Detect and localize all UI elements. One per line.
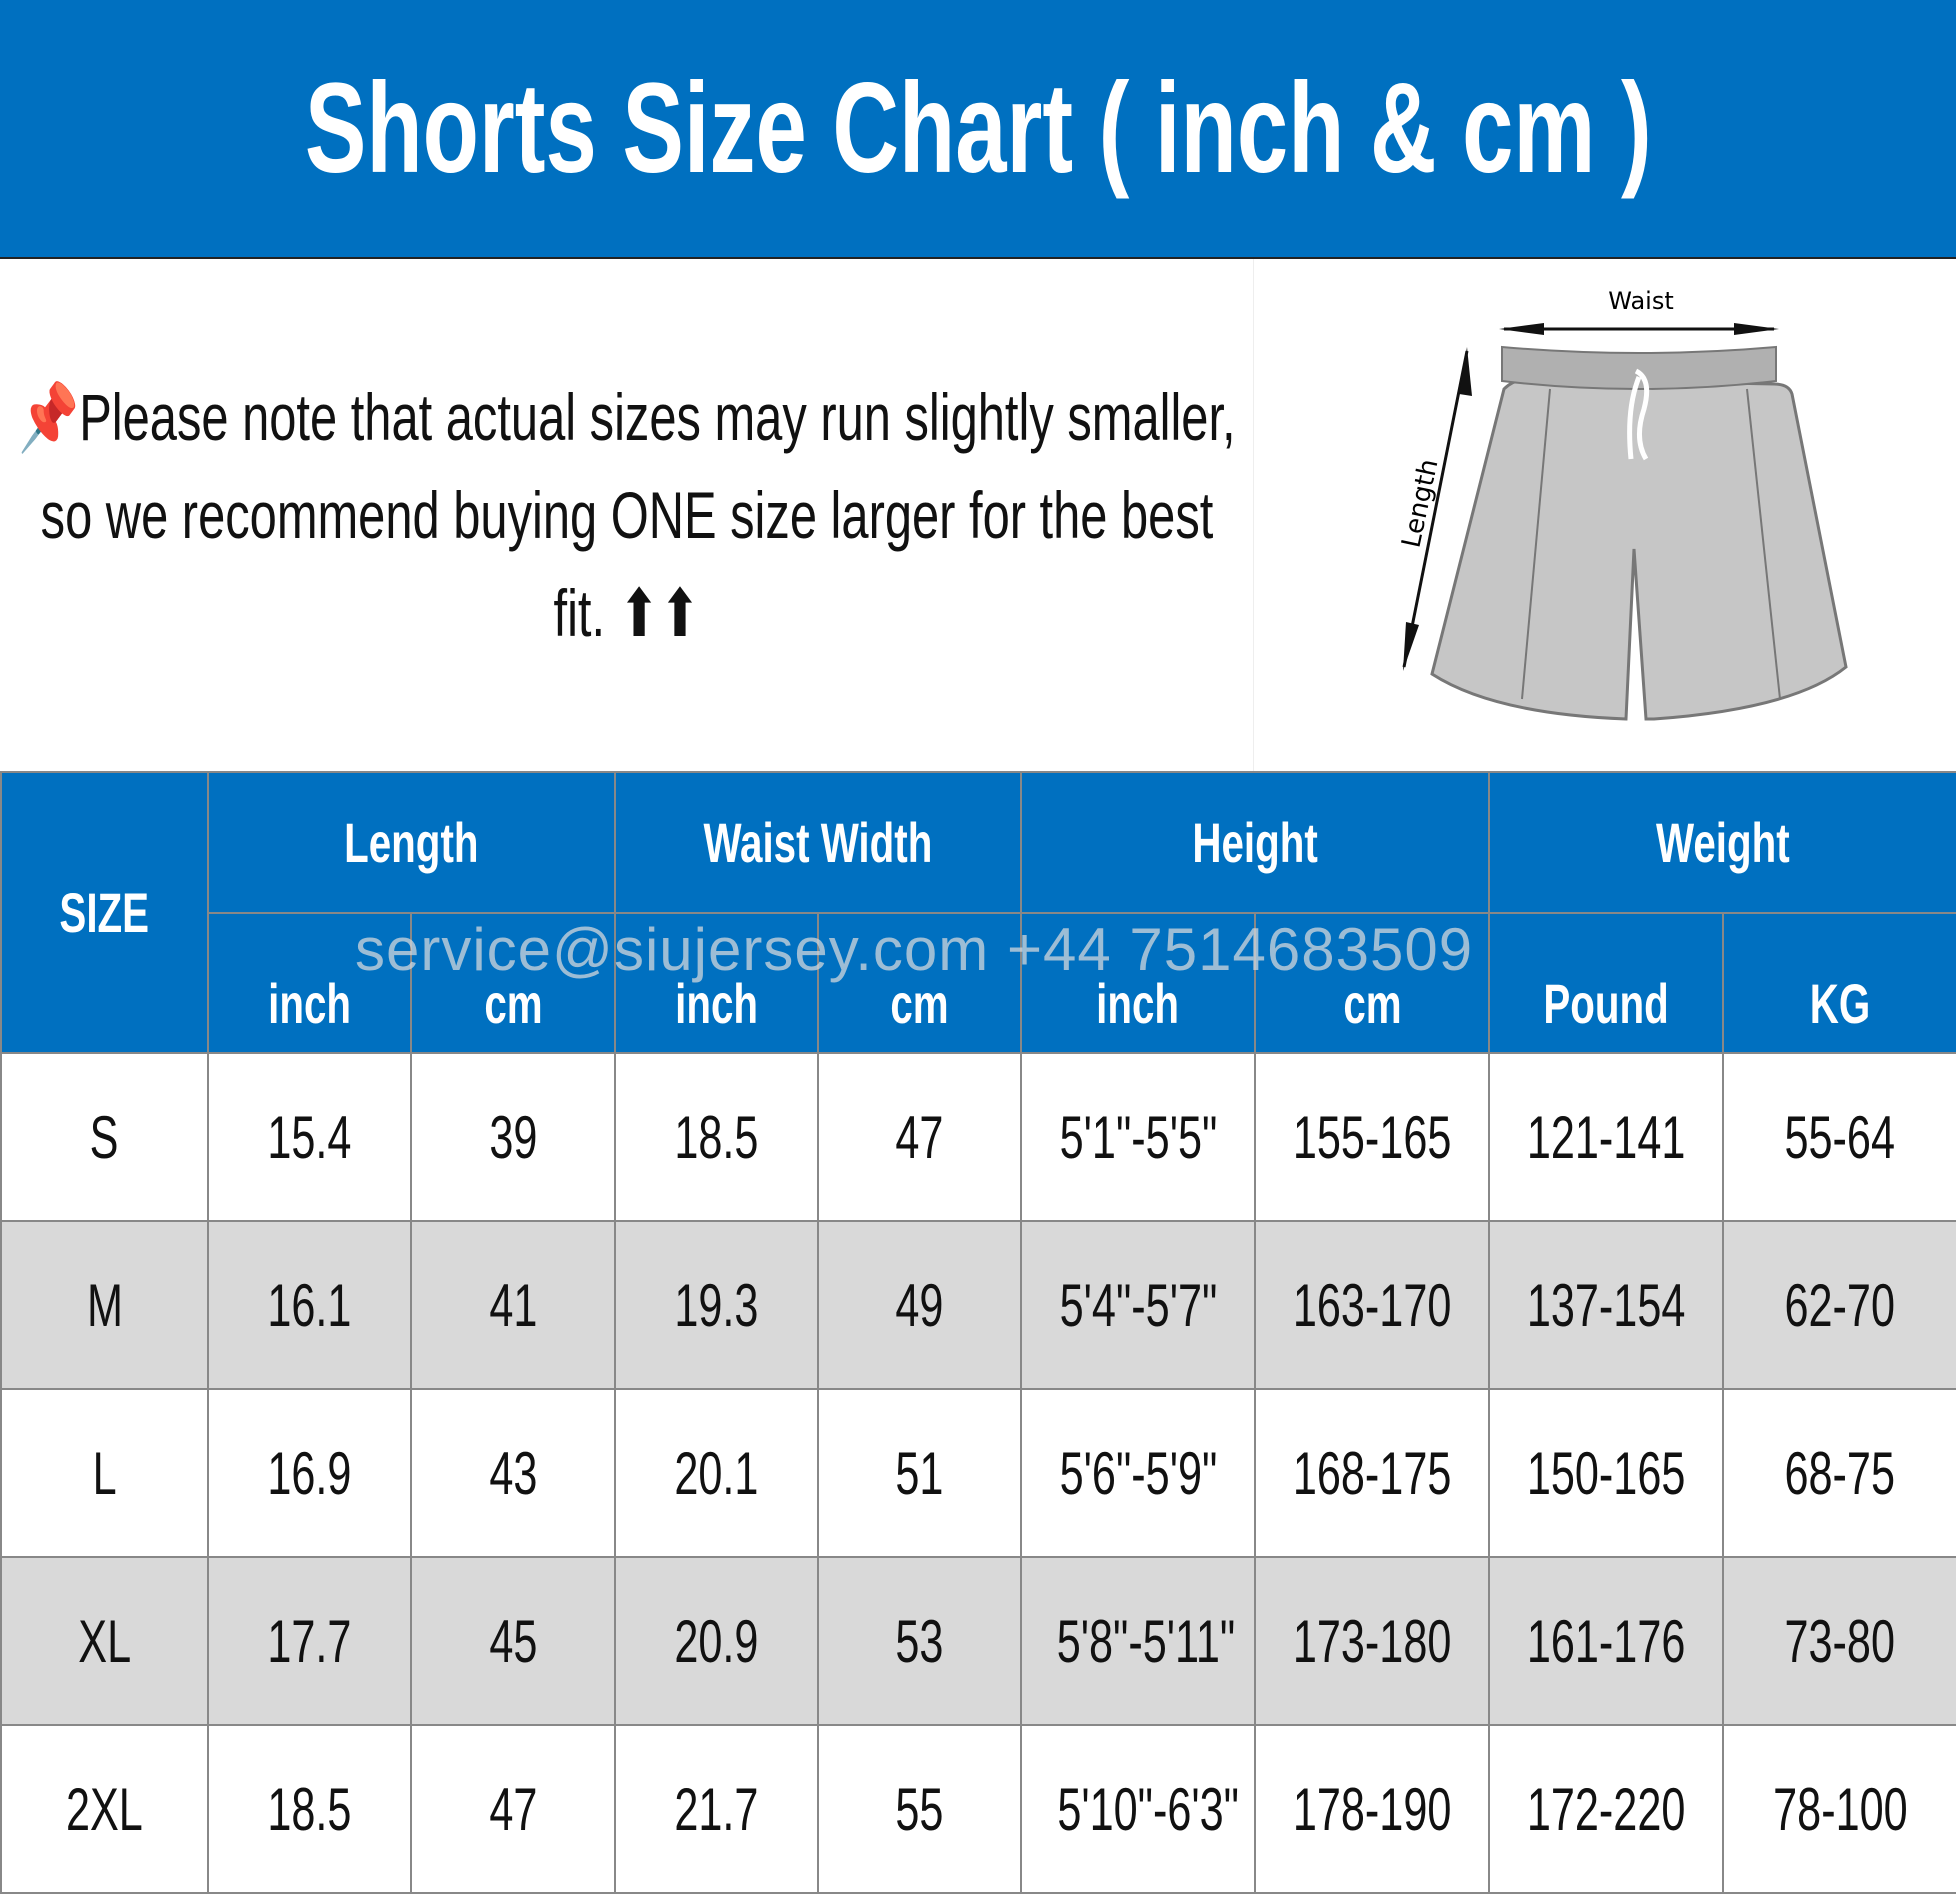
value-cell: 43: [410, 1388, 616, 1558]
value-cell: 5'6"-5'9": [1020, 1388, 1257, 1558]
value-cell: 20.9: [614, 1556, 819, 1726]
note-text: Please note that actual sizes may run sl…: [40, 380, 1236, 650]
value-cell: 161-176: [1488, 1556, 1725, 1726]
table-row: M 16.1 41 19.3 49 5'4"-5'7" 163-170 137-154 62-7…: [0, 1220, 1956, 1390]
group-header-waist: Waist Width: [613, 771, 1023, 914]
subheader-cm: cm: [410, 912, 616, 1054]
group-header-weight: Weight: [1488, 771, 1956, 914]
size-cell: XL: [0, 1556, 209, 1726]
value-cell: 5'4"-5'7": [1020, 1220, 1257, 1390]
value-cell: 18.5: [614, 1052, 819, 1222]
size-note: 📌Please note that actual sizes may run s…: [0, 259, 1253, 771]
value-cell: 17.7: [207, 1556, 412, 1726]
value-cell: 39: [410, 1052, 616, 1222]
value-cell: 51: [816, 1388, 1023, 1558]
value-cell: 62-70: [1722, 1220, 1956, 1390]
value-cell: 155-165: [1254, 1052, 1491, 1222]
group-header-length: Length: [207, 771, 616, 914]
shorts-diagram: Waist Length: [1253, 259, 1956, 771]
size-cell: M: [0, 1220, 209, 1390]
value-cell: 168-175: [1254, 1388, 1491, 1558]
value-cell: 68-75: [1722, 1388, 1956, 1558]
value-cell: 173-180: [1254, 1556, 1491, 1726]
value-cell: 21.7: [614, 1724, 819, 1894]
value-cell: 73-80: [1722, 1556, 1956, 1726]
value-cell: 15.4: [207, 1052, 412, 1222]
value-cell: 5'1"-5'5": [1020, 1052, 1257, 1222]
size-table: SIZE Length Waist Width Height Weight in…: [0, 771, 1956, 1894]
value-cell: 47: [410, 1724, 616, 1894]
value-cell: 18.5: [207, 1724, 412, 1894]
size-header: SIZE: [0, 771, 209, 1054]
subheader-pound: Pound: [1488, 912, 1725, 1054]
table-row: S 15.4 39 18.5 47 5'1"-5'5" 155-165 121-141 55-6…: [0, 1052, 1956, 1222]
value-cell: 137-154: [1488, 1220, 1725, 1390]
value-cell: 20.1: [614, 1388, 819, 1558]
value-cell: 41: [410, 1220, 616, 1390]
subheader-cm: cm: [816, 912, 1023, 1054]
group-header-height: Height: [1020, 771, 1491, 914]
size-cell: 2XL: [0, 1724, 209, 1894]
table-row: 2XL 18.5 47 21.7 55 5'10"-6'3" 178-190 172-220 7…: [0, 1724, 1956, 1894]
value-cell: 49: [816, 1220, 1023, 1390]
value-cell: 55: [816, 1724, 1023, 1894]
value-cell: 178-190: [1254, 1724, 1491, 1894]
value-cell: 47: [816, 1052, 1023, 1222]
size-cell: L: [0, 1388, 209, 1558]
value-cell: 55-64: [1722, 1052, 1956, 1222]
watermark: service@siujersey.com +44 7514683509: [355, 916, 1474, 983]
size-cell: S: [0, 1052, 209, 1222]
subheader-kg: KG: [1722, 912, 1956, 1054]
value-cell: 16.9: [207, 1388, 412, 1558]
pushpin-icon: 📌: [17, 380, 79, 454]
value-cell: 78-100: [1722, 1724, 1956, 1894]
table-row: XL 17.7 45 20.9 53 5'8"-5'11" 173-180 161-176 73…: [0, 1556, 1956, 1726]
table-row: L 16.9 43 20.1 51 5'6"-5'9" 168-175 150-165 68-7…: [0, 1388, 1956, 1558]
subheader-cm: cm: [1254, 912, 1491, 1054]
page-title: Shorts Size Chart ( inch & cm ): [0, 0, 1956, 259]
value-cell: 19.3: [614, 1220, 819, 1390]
subheader-inch: inch: [614, 912, 819, 1054]
value-cell: 150-165: [1488, 1388, 1725, 1558]
value-cell: 53: [816, 1556, 1023, 1726]
value-cell: 5'8"-5'11": [1020, 1556, 1257, 1726]
value-cell: 121-141: [1488, 1052, 1725, 1222]
value-cell: 45: [410, 1556, 616, 1726]
waist-label: Waist: [1608, 287, 1673, 315]
value-cell: 16.1: [207, 1220, 412, 1390]
value-cell: 5'10"-6'3": [1020, 1724, 1257, 1894]
value-cell: 172-220: [1488, 1724, 1725, 1894]
value-cell: 163-170: [1254, 1220, 1491, 1390]
subheader-inch: inch: [1020, 912, 1257, 1054]
subheader-inch: inch: [207, 912, 412, 1054]
